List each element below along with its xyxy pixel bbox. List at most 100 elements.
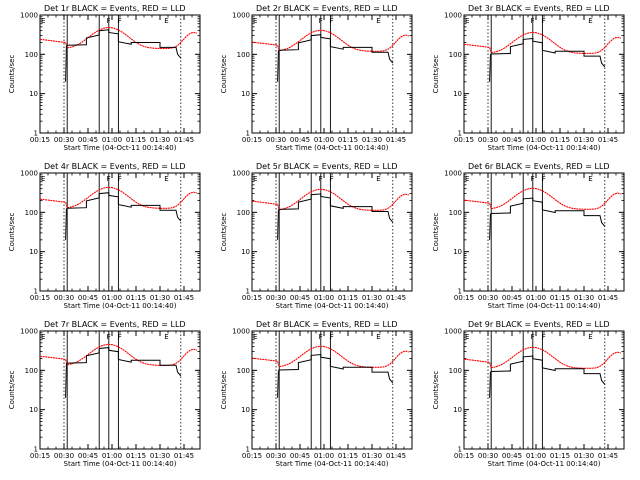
x-tick-label: 01:30 bbox=[362, 294, 382, 302]
x-tick-label: 01:30 bbox=[150, 452, 170, 460]
y-axis-label: Counts/sec bbox=[8, 55, 16, 94]
event-marker-label: E bbox=[164, 333, 168, 341]
event-marker-label: F bbox=[531, 17, 535, 25]
event-marker-label: F bbox=[531, 175, 535, 183]
y-tick-label: 10 bbox=[453, 248, 462, 256]
x-tick-label: 01:30 bbox=[150, 294, 170, 302]
y-tick-label: 10 bbox=[453, 90, 462, 98]
x-tick-label: 01:30 bbox=[574, 452, 594, 460]
lld-series-line bbox=[463, 187, 622, 210]
event-marker-label: E bbox=[376, 333, 380, 341]
x-tick-label: 00:15 bbox=[242, 452, 262, 460]
y-tick-label: 1 bbox=[34, 130, 38, 138]
x-tick-label: 00:15 bbox=[242, 136, 262, 144]
x-tick-label: 01:30 bbox=[150, 136, 170, 144]
y-tick-label: 1 bbox=[458, 288, 462, 296]
x-tick-label: 00:15 bbox=[30, 136, 50, 144]
event-marker-label: F bbox=[118, 175, 122, 183]
x-tick-label: 01:45 bbox=[174, 452, 194, 460]
events-series-line bbox=[277, 193, 394, 240]
x-tick-label: 00:30 bbox=[478, 294, 498, 302]
x-tick-label: 01:15 bbox=[126, 136, 146, 144]
event-marker-label: E bbox=[376, 175, 380, 183]
y-tick-label: 10 bbox=[453, 406, 462, 414]
y-tick-label: 10 bbox=[241, 90, 250, 98]
x-tick-label: 01:45 bbox=[386, 452, 406, 460]
x-tick-label: 01:00 bbox=[314, 294, 334, 302]
x-tick-label: 01:30 bbox=[574, 136, 594, 144]
panel-title: Det 8r BLACK = Events, RED = LLD bbox=[256, 320, 398, 329]
x-tick-label: 01:45 bbox=[598, 294, 618, 302]
event-marker-label: E bbox=[164, 175, 168, 183]
x-tick-label: 01:15 bbox=[338, 452, 358, 460]
x-axis-label: Start Time (04-Oct-11 00:14:40) bbox=[64, 144, 177, 152]
y-tick-label: 10 bbox=[241, 406, 250, 414]
x-tick-label: 01:15 bbox=[550, 136, 570, 144]
event-marker-label: E bbox=[465, 333, 469, 341]
x-axis-label: Start Time (04-Oct-11 00:14:40) bbox=[488, 460, 601, 468]
x-tick-label: 00:15 bbox=[454, 136, 474, 144]
y-tick-label: 1 bbox=[246, 130, 250, 138]
lld-series-line bbox=[39, 186, 197, 209]
y-tick-label: 1000 bbox=[444, 170, 462, 178]
event-marker-label: E bbox=[41, 333, 45, 341]
event-marker-label: F bbox=[319, 175, 323, 183]
panel-title: Det 7r BLACK = Events, RED = LLD bbox=[44, 320, 186, 329]
event-marker-label: F bbox=[542, 17, 546, 25]
x-tick-label: 01:15 bbox=[126, 294, 146, 302]
y-axis-label: Counts/sec bbox=[220, 213, 228, 252]
x-tick-label: 01:45 bbox=[386, 136, 406, 144]
event-marker-label: E bbox=[465, 17, 469, 25]
events-series-line bbox=[277, 353, 394, 398]
panel-det-6r: Det 6r BLACK = Events, RED = LLD 1 10 100 10… bbox=[432, 162, 625, 310]
x-tick-label: 01:00 bbox=[314, 452, 334, 460]
lld-series-line bbox=[251, 29, 410, 52]
x-axis-label: Start Time (04-Oct-11 00:14:40) bbox=[276, 460, 389, 468]
lld-series-line bbox=[463, 31, 621, 54]
x-axis-label: Start Time (04-Oct-11 00:14:40) bbox=[488, 144, 601, 152]
y-tick-label: 1000 bbox=[444, 12, 462, 20]
y-axis-label: Counts/sec bbox=[432, 213, 440, 252]
event-marker-label: E bbox=[465, 175, 469, 183]
x-tick-label: 01:00 bbox=[102, 452, 122, 460]
x-tick-label: 00:45 bbox=[78, 136, 98, 144]
x-tick-label: 01:00 bbox=[314, 136, 334, 144]
y-tick-label: 100 bbox=[25, 209, 38, 217]
events-series-line bbox=[65, 192, 182, 240]
x-axis-label: Start Time (04-Oct-11 00:14:40) bbox=[488, 302, 601, 310]
y-tick-label: 1 bbox=[458, 130, 462, 138]
x-tick-label: 00:30 bbox=[266, 136, 286, 144]
y-tick-label: 1 bbox=[34, 446, 38, 454]
lld-series-line bbox=[251, 345, 410, 368]
x-tick-label: 01:00 bbox=[102, 294, 122, 302]
event-marker-label: F bbox=[542, 175, 546, 183]
y-axis-label: Counts/sec bbox=[432, 55, 440, 94]
y-tick-label: 1000 bbox=[444, 328, 462, 336]
y-tick-label: 100 bbox=[25, 367, 38, 375]
event-marker-label: E bbox=[588, 17, 592, 25]
x-tick-label: 01:15 bbox=[550, 452, 570, 460]
x-tick-label: 01:45 bbox=[174, 294, 194, 302]
event-marker-label: F bbox=[531, 333, 535, 341]
panel-det-4r: Det 4r BLACK = Events, RED = LLD 1 10 100 10… bbox=[8, 162, 201, 310]
y-tick-label: 100 bbox=[237, 367, 250, 375]
y-tick-label: 100 bbox=[449, 367, 462, 375]
y-tick-label: 1000 bbox=[20, 12, 38, 20]
event-marker-label: F bbox=[107, 333, 111, 341]
y-axis-label: Counts/sec bbox=[432, 371, 440, 410]
events-series-line bbox=[65, 29, 182, 82]
x-tick-label: 00:15 bbox=[30, 294, 50, 302]
x-tick-label: 00:30 bbox=[54, 452, 74, 460]
y-tick-label: 1 bbox=[458, 446, 462, 454]
panel-det-9r: Det 9r BLACK = Events, RED = LLD 1 10 100 10… bbox=[432, 320, 625, 468]
y-axis-label: Counts/sec bbox=[220, 371, 228, 410]
x-tick-label: 01:30 bbox=[574, 294, 594, 302]
panel-title: Det 5r BLACK = Events, RED = LLD bbox=[256, 162, 398, 171]
events-series-line bbox=[65, 347, 182, 398]
panel-det-7r: Det 7r BLACK = Events, RED = LLD 1 10 100 10… bbox=[8, 320, 201, 468]
lld-series-line bbox=[251, 188, 409, 211]
x-axis-label: Start Time (04-Oct-11 00:14:40) bbox=[64, 460, 177, 468]
event-marker-label: E bbox=[253, 17, 257, 25]
y-axis-label: Counts/sec bbox=[8, 371, 16, 410]
